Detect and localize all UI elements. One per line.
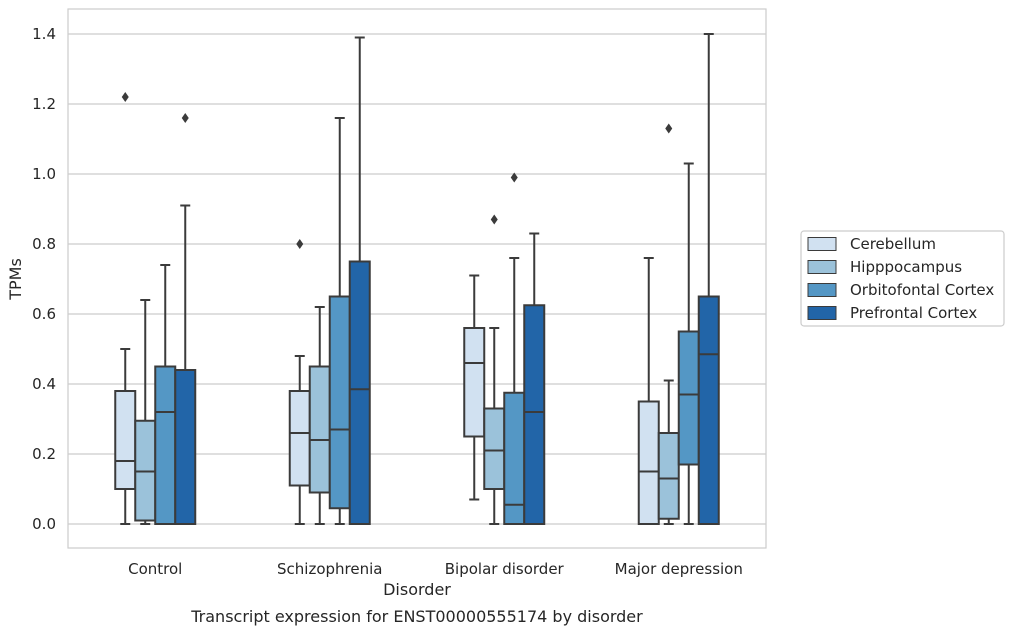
legend-label: Hipppocampus	[850, 258, 962, 276]
legend-label: Prefrontal Cortex	[850, 304, 977, 322]
chart-caption: Transcript expression for ENST0000055517…	[190, 607, 643, 626]
y-axis-label: TPMs	[6, 258, 25, 301]
x-axis-label: Disorder	[383, 580, 451, 599]
box	[697, 295, 720, 525]
legend-item: Cerebellum	[807, 235, 936, 253]
y-tick-label: 0.0	[32, 515, 56, 533]
legend-item: Prefrontal Cortex	[807, 304, 977, 322]
box-groups	[114, 33, 720, 525]
y-tick-label: 0.4	[32, 375, 56, 393]
box	[657, 432, 680, 520]
legend-label: Cerebellum	[850, 235, 936, 253]
box	[677, 330, 700, 466]
box	[523, 304, 546, 525]
x-tick-label: Schizophrenia	[277, 560, 382, 578]
legend-swatch	[807, 283, 837, 297]
plot-frame	[67, 8, 767, 549]
box	[288, 390, 311, 487]
y-tick-label: 1.2	[32, 95, 56, 113]
y-tick-label: 0.8	[32, 235, 56, 253]
legend: Cerebellum Hipppocampus Orbitofontal Corte…	[800, 230, 1005, 327]
box	[328, 295, 351, 510]
box-group-1	[288, 36, 371, 525]
outlier-point	[665, 123, 673, 134]
box	[637, 400, 660, 525]
legend-swatch	[807, 260, 837, 274]
legend-swatch	[807, 306, 837, 320]
legend-item: Orbitofontal Cortex	[807, 281, 994, 299]
box	[154, 365, 177, 525]
y-tick-label: 0.2	[32, 445, 56, 463]
box	[463, 327, 486, 438]
outlier-point	[490, 214, 498, 225]
box-group-0	[114, 92, 197, 525]
box	[114, 390, 137, 490]
outlier-point	[510, 172, 518, 183]
legend-frame	[800, 230, 1005, 327]
legend-swatch	[807, 237, 837, 251]
y-tick-label: 1.0	[32, 165, 56, 183]
box	[308, 365, 331, 494]
x-tick-label: Major depression	[615, 560, 743, 578]
box-group-3	[637, 33, 720, 525]
x-tick-labels: Control Schizophrenia Bipolar disorder Majo…	[128, 560, 743, 578]
box	[174, 369, 197, 525]
outlier-point	[121, 92, 129, 102]
y-tick-label: 0.6	[32, 305, 56, 323]
outlier-point	[181, 113, 189, 123]
x-tick-label: Control	[128, 560, 182, 578]
outlier-point	[296, 239, 304, 249]
y-tick-label: 1.4	[32, 25, 56, 43]
y-tick-labels: 0.0 0.2 0.4 0.6 0.8 1.0 1.2 1.4	[32, 25, 56, 533]
legend-label: Orbitofontal Cortex	[850, 281, 994, 299]
legend-item: Hipppocampus	[807, 258, 962, 276]
box-group-2	[463, 172, 546, 525]
box	[348, 260, 371, 525]
box	[483, 407, 506, 490]
x-tick-label: Bipolar disorder	[445, 560, 565, 578]
